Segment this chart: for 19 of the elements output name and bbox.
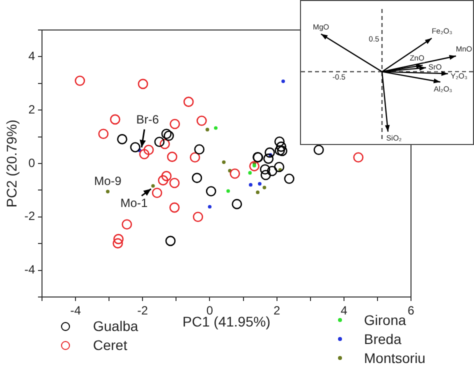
y-tick-label: 4 [28,49,36,64]
x-tick-label: 2 [273,304,280,318]
annotation: Br-6 [136,112,160,127]
y-tick-label: -2 [24,209,36,224]
legend-label: Gualba [93,318,138,334]
x-tick-label: 4 [340,304,348,318]
legend-label: Breda [364,331,402,347]
y-tick-label: 0 [28,156,36,170]
y-axis-title: PC2 (20.79%) [3,120,20,208]
annotation: Mo-1 [120,196,148,210]
legend-label: Girona [364,312,406,328]
x-tick-label: 6 [408,304,415,318]
y-tick-label: 2 [28,102,36,116]
annotation: Mo-9 [94,174,122,188]
x-tick-label: -4 [70,304,82,318]
y-tick-label: -4 [24,262,36,277]
legend-label: Ceret [93,337,128,353]
x-tick-label: -2 [137,304,148,318]
legend-label: Montsoriu [364,350,426,366]
